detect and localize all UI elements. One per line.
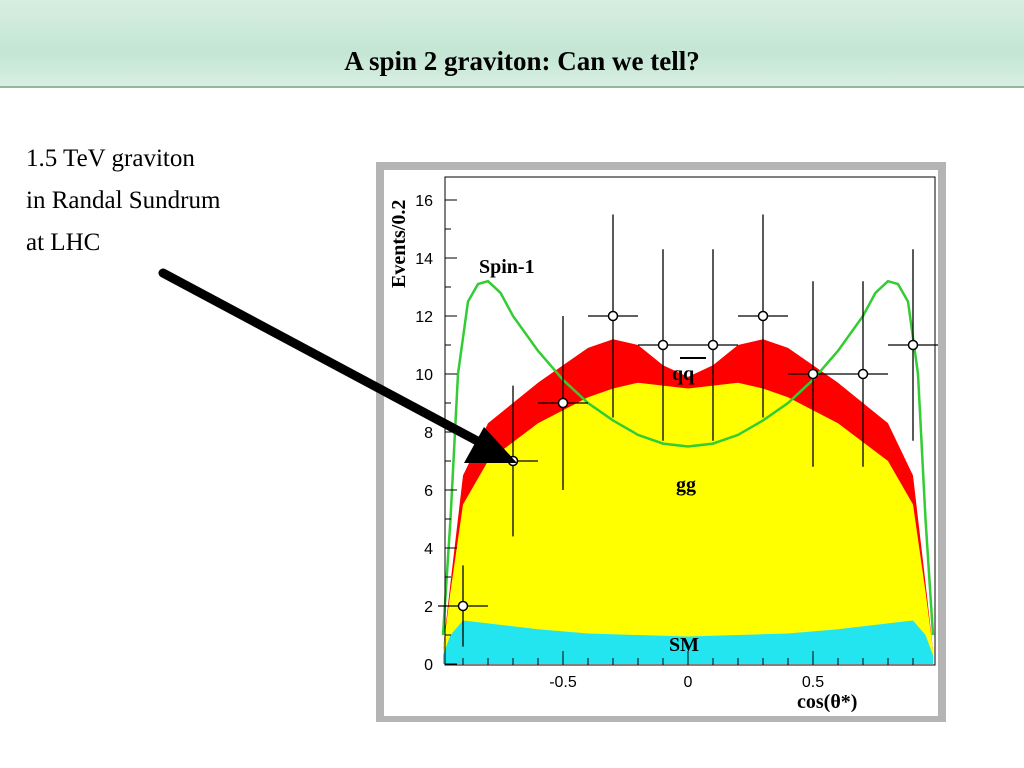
x-tick-label: 0.5 [802,674,824,691]
slide-header [0,0,1024,88]
y-tick-label: 14 [415,251,433,268]
y-tick-label: 16 [415,193,433,210]
area-gg [443,382,933,664]
slide-title: A spin 2 graviton: Can we tell? [344,46,700,76]
ylabel: Events/0.2 [388,200,410,288]
pointer-arrow [158,268,517,463]
data-point [857,368,869,380]
note-line-1: 1.5 TeV graviton [26,145,195,172]
header-divider [0,86,1024,88]
y-tick-label: 12 [415,309,433,326]
y-tick-label: 10 [415,367,433,384]
data-point [557,397,569,409]
label-sm: SM [669,634,699,656]
y-tick-label: 8 [424,425,433,442]
data-point [657,339,669,351]
xlabel: cos(θ*) [797,691,857,713]
data-point [907,339,919,351]
label-qq: qq [672,363,694,385]
label-gg: gg [676,474,696,496]
label-spin1: Spin-1 [479,256,535,278]
y-tick-label: 6 [424,483,433,500]
data-point [607,310,619,322]
note-line-3: at LHC [26,229,101,256]
data-point [707,339,719,351]
curve-spin1 [441,279,935,636]
area-sm [443,620,933,664]
x-tick-label: -0.5 [549,674,577,691]
y-tick-label: 4 [424,541,433,558]
note-line-2: in Randal Sundrum [26,187,221,214]
data-point [457,600,469,612]
data-point [807,368,819,380]
y-tick-label: 0 [424,657,433,674]
data-point [757,310,769,322]
y-tick-label: 2 [424,599,433,616]
x-tick-label: 0 [684,674,693,691]
